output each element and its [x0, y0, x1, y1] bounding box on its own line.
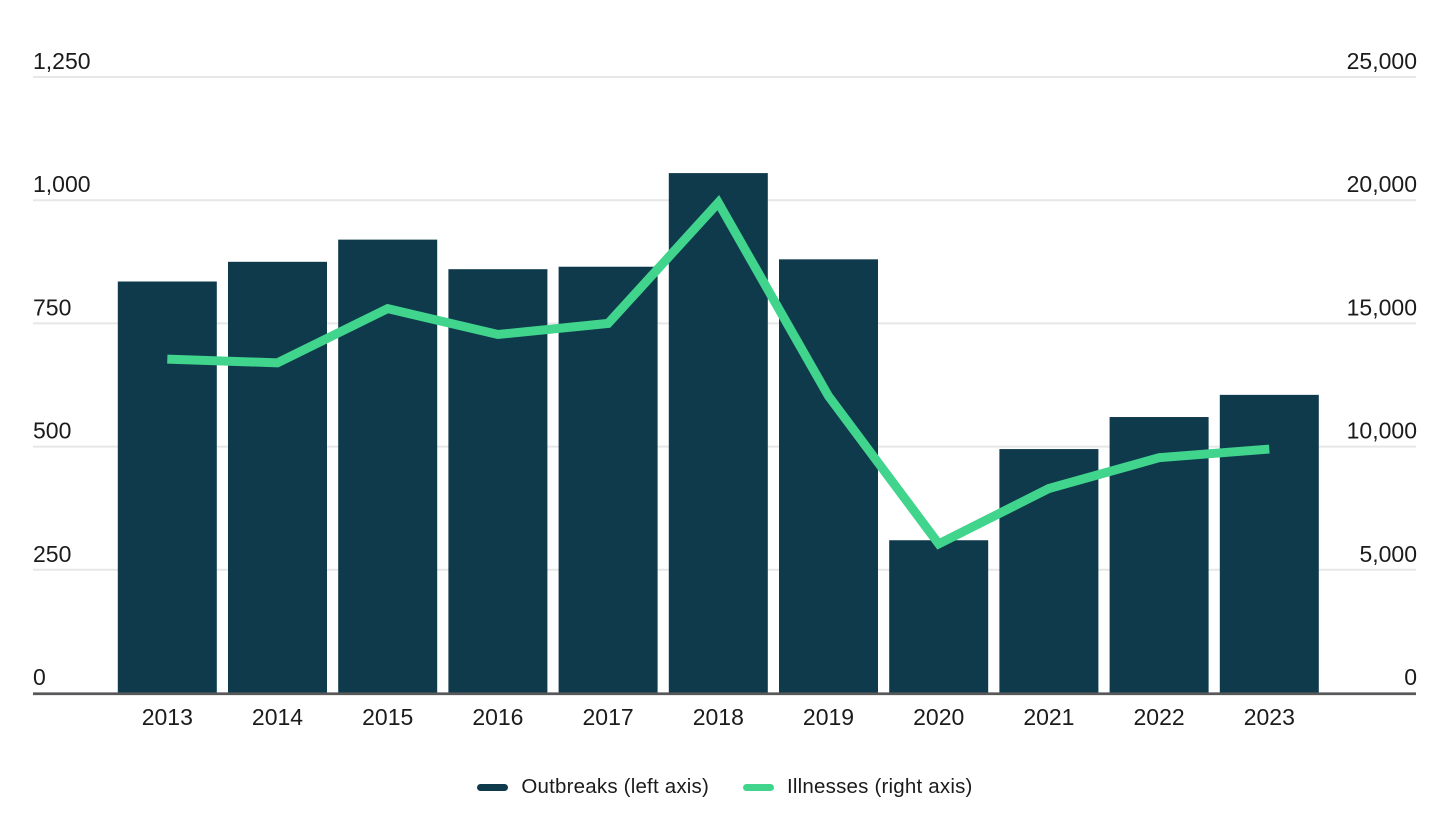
- x-axis-year-label: 2022: [1134, 704, 1185, 730]
- left-axis-tick-label: 1,250: [33, 48, 91, 74]
- outbreaks-legend-dash-icon: [477, 783, 509, 791]
- legend-item-illnesses: Illnesses (right axis): [743, 775, 973, 799]
- chart-canvas: 0 250 500 750 1,000 1,250 0 5,000 10,000 15,000 20…: [33, 48, 1417, 730]
- right-axis-tick-label: 10,000: [1347, 418, 1417, 444]
- left-axis-tick-label: 250: [33, 541, 71, 567]
- right-axis-tick-label: 15,000: [1347, 294, 1417, 320]
- x-axis-year-label: 2015: [362, 704, 413, 730]
- x-axis-year-label: 2020: [913, 704, 964, 730]
- legend-item-outbreaks: Outbreaks (left axis): [477, 775, 709, 799]
- x-axis-year-label: 2023: [1244, 704, 1295, 730]
- x-axis-year-label: 2016: [472, 704, 523, 730]
- x-axis-year-label: 2019: [803, 704, 854, 730]
- illnesses-legend-dash-icon: [743, 783, 775, 791]
- bar-2023: [1219, 394, 1319, 693]
- x-axis-year-label: 2014: [252, 704, 303, 730]
- right-axis-tick-label: 0: [1404, 664, 1417, 690]
- illnesses-line: [167, 195, 1270, 550]
- left-axis-tick-label: 1,000: [33, 171, 91, 197]
- left-axis-tick-label: 750: [33, 294, 71, 320]
- x-axis-year-label: 2018: [693, 704, 744, 730]
- x-axis-year-label: 2017: [583, 704, 634, 730]
- left-axis-tick-label: 0: [33, 664, 46, 690]
- chart-legend: Outbreaks (left axis) Illnesses (right a…: [0, 770, 1450, 804]
- left-axis-tick-label: 500: [33, 418, 71, 444]
- bar-2016: [448, 269, 548, 693]
- illnesses-legend-label: Illnesses (right axis): [787, 775, 973, 798]
- bar-2014: [228, 261, 327, 693]
- outbreaks-legend-label: Outbreaks (left axis): [521, 775, 710, 798]
- right-axis-tick-label: 20,000: [1347, 171, 1417, 197]
- right-axis-tick-label: 5,000: [1359, 541, 1417, 567]
- bar-2018: [668, 173, 768, 693]
- right-axis-tick-label: 25,000: [1347, 48, 1417, 74]
- bar-2017: [558, 266, 658, 693]
- bar-2013: [117, 281, 217, 693]
- x-axis-year-label: 2013: [142, 704, 193, 730]
- bar-2019: [779, 259, 878, 693]
- x-axis-year-label: 2021: [1023, 704, 1074, 730]
- bar-2020: [889, 540, 989, 693]
